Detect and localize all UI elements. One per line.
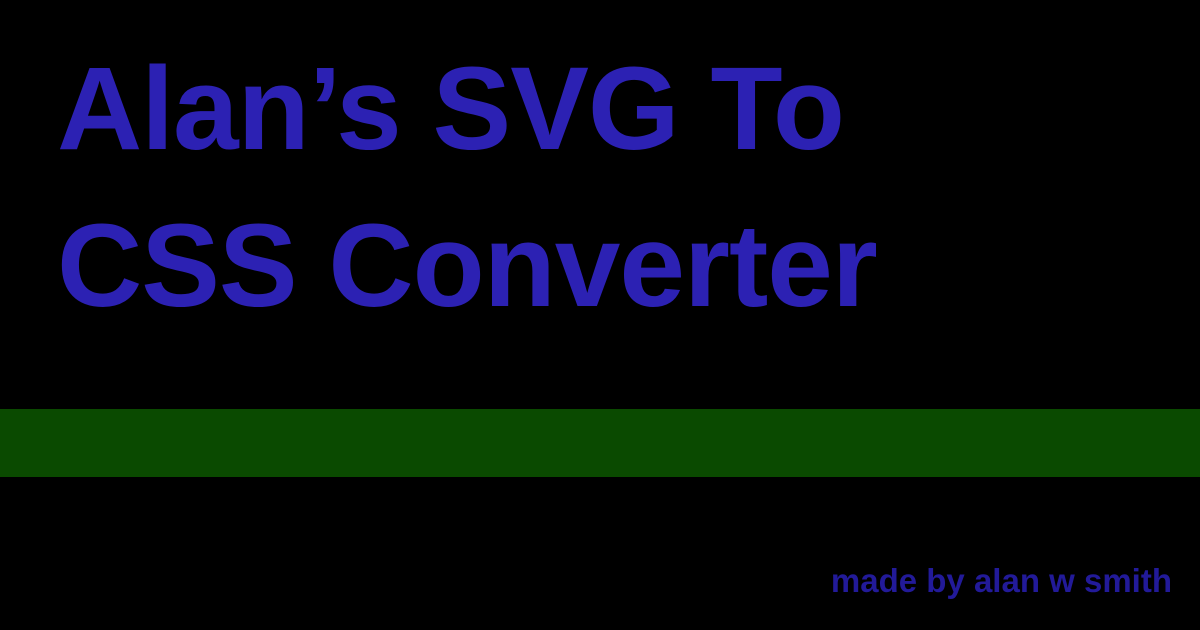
byline-text: made by alan w smith	[830, 562, 1172, 599]
title-line-2: CSS Converter	[57, 200, 878, 332]
title-line-1: Alan’s SVG To	[57, 43, 845, 175]
accent-band	[0, 409, 1200, 477]
